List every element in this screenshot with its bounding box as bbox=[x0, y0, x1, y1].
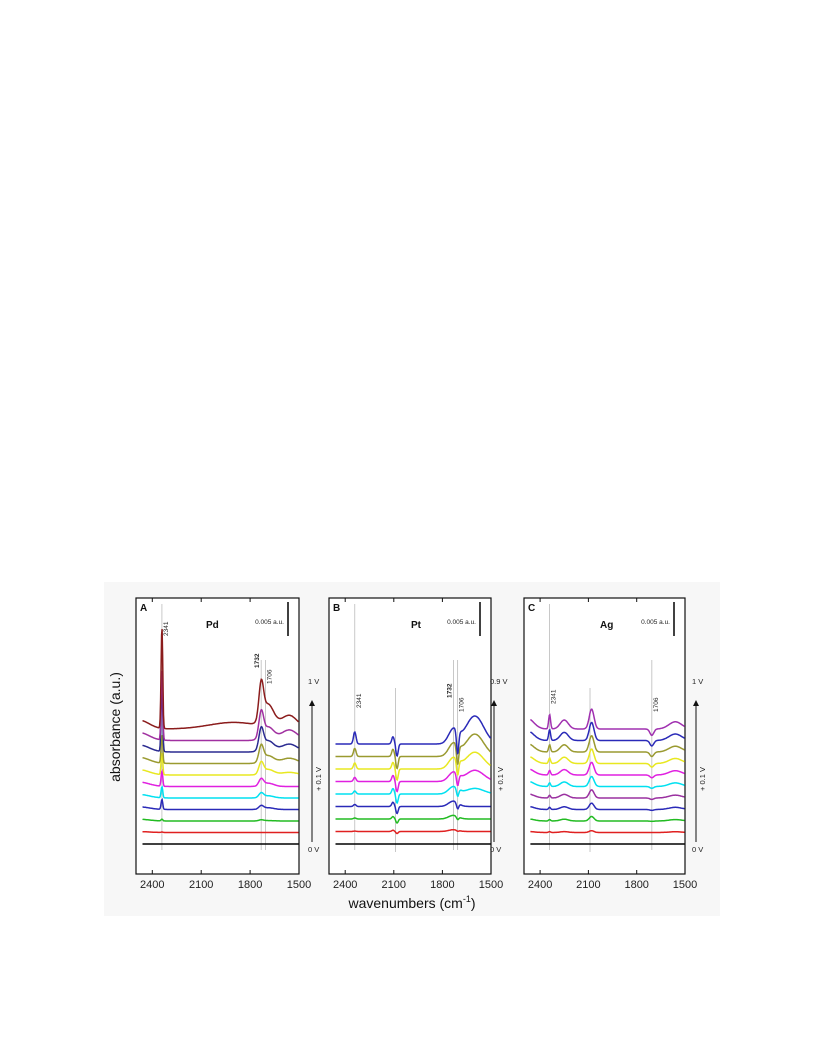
x-tick-label: 2400 bbox=[140, 879, 164, 891]
spectrum-series bbox=[142, 830, 299, 834]
band-label: 1706 bbox=[266, 669, 273, 684]
scale-bar-label: 0.005 a.u. bbox=[255, 619, 284, 626]
metal-label: Pt bbox=[411, 620, 422, 631]
voltage-arrow-head bbox=[693, 700, 699, 706]
spectrum-series bbox=[142, 785, 299, 799]
spectrum-series bbox=[335, 715, 492, 758]
x-tick-label: 2400 bbox=[333, 879, 357, 891]
panel-b: 2400 2100 1800 1500 B Pt 0.005 a.u. 0.9 V 0 V + 0… bbox=[328, 597, 508, 891]
y-axis-title: absorbance (a.u.) bbox=[107, 672, 123, 782]
spectrum-series bbox=[530, 775, 685, 790]
top-voltage-label: 1 V bbox=[308, 677, 319, 686]
zero-voltage-label: 0 V bbox=[692, 845, 703, 854]
spectrum-series bbox=[142, 629, 300, 730]
x-tick-label: 2100 bbox=[382, 879, 406, 891]
zero-voltage-label: 0 V bbox=[308, 845, 319, 854]
x-tick-label: 1500 bbox=[287, 879, 311, 891]
zero-voltage-label: 0 V bbox=[490, 845, 501, 854]
y-axis-title-text: absorbance (a.u.) bbox=[107, 672, 123, 782]
spectrum-series bbox=[335, 800, 491, 815]
spectrum-series bbox=[530, 761, 685, 779]
x-tick-label: 1800 bbox=[238, 879, 262, 891]
spectrum-series bbox=[142, 818, 299, 822]
x-tick-label: 2100 bbox=[189, 879, 213, 891]
voltage-step-label: + 0.1 V bbox=[314, 767, 323, 791]
spectra-figure: absorbance (a.u.) wavenumbers (cm-1) 240… bbox=[107, 597, 707, 911]
spectrum-series bbox=[142, 768, 299, 788]
top-voltage-label: 0.9 V bbox=[490, 677, 508, 686]
spectrum-series bbox=[335, 751, 491, 782]
panel-c: 2400 2100 1800 1500 C Ag 0.005 a.u. 1 V 0 V + 0.1… bbox=[523, 597, 707, 891]
plot-frame bbox=[328, 597, 492, 875]
band-label: 1732 bbox=[254, 653, 261, 668]
x-tick-label: 1500 bbox=[479, 879, 503, 891]
spectrum-series bbox=[335, 733, 492, 770]
x-axis-title: wavenumbers (cm-1) bbox=[347, 894, 475, 911]
panel-letter: A bbox=[140, 603, 147, 614]
spectrum-series bbox=[335, 769, 491, 793]
spectrum-series bbox=[530, 734, 685, 758]
band-label: 2341 bbox=[551, 689, 558, 704]
spectrum-series bbox=[530, 789, 685, 801]
scale-bar-label: 0.005 a.u. bbox=[447, 619, 476, 626]
spectrum-series bbox=[335, 814, 491, 824]
spectrum-series bbox=[335, 828, 491, 835]
x-axis-title-close: ) bbox=[471, 895, 476, 911]
x-axis-title-main: wavenumbers (cm bbox=[347, 895, 462, 911]
spectrum-series bbox=[142, 734, 299, 765]
scale-bar-label: 0.005 a.u. bbox=[641, 619, 670, 626]
spectrum-series bbox=[142, 752, 299, 776]
panels: 2400 2100 1800 1500 A Pd 0.005 a.u. 1 V 0 V + 0.1… bbox=[135, 597, 707, 891]
metal-label: Ag bbox=[600, 620, 613, 631]
spectrum-series bbox=[530, 829, 685, 834]
band-label: 2341 bbox=[163, 621, 170, 636]
voltage-step-label: + 0.1 V bbox=[496, 767, 505, 791]
voltage-arrow-head bbox=[491, 700, 497, 706]
x-tick-label: 2400 bbox=[528, 879, 552, 891]
top-voltage-label: 1 V bbox=[692, 677, 703, 686]
band-label: 1706 bbox=[459, 697, 466, 712]
panel-letter: C bbox=[528, 603, 535, 614]
spectrum-series bbox=[529, 721, 685, 747]
band-label: 2341 bbox=[356, 693, 363, 708]
band-label: 1732 bbox=[446, 683, 453, 698]
panel-a: 2400 2100 1800 1500 A Pd 0.005 a.u. 1 V 0 V + 0.1… bbox=[135, 597, 323, 891]
x-tick-label: 1500 bbox=[673, 879, 697, 891]
x-axis-title-superscript: -1 bbox=[463, 894, 471, 904]
band-label: 1706 bbox=[653, 697, 660, 712]
spectrum-series bbox=[530, 708, 685, 737]
panel-letter: B bbox=[333, 603, 340, 614]
spectrum-series bbox=[142, 670, 299, 742]
x-tick-label: 1800 bbox=[624, 879, 648, 891]
metal-label: Pd bbox=[206, 620, 219, 631]
x-tick-label: 2100 bbox=[576, 879, 600, 891]
spectrum-series bbox=[142, 686, 299, 753]
voltage-step-label: + 0.1 V bbox=[698, 767, 707, 791]
x-tick-label: 1800 bbox=[430, 879, 454, 891]
voltage-arrow-head bbox=[309, 700, 315, 706]
figure-panel: absorbance (a.u.) wavenumbers (cm-1) 240… bbox=[104, 582, 720, 916]
spectrum-series bbox=[530, 748, 685, 768]
spectrum-series bbox=[530, 802, 685, 812]
spectrum-series bbox=[142, 797, 299, 811]
spectrum-series bbox=[530, 815, 685, 823]
spectrum-series bbox=[335, 785, 491, 805]
